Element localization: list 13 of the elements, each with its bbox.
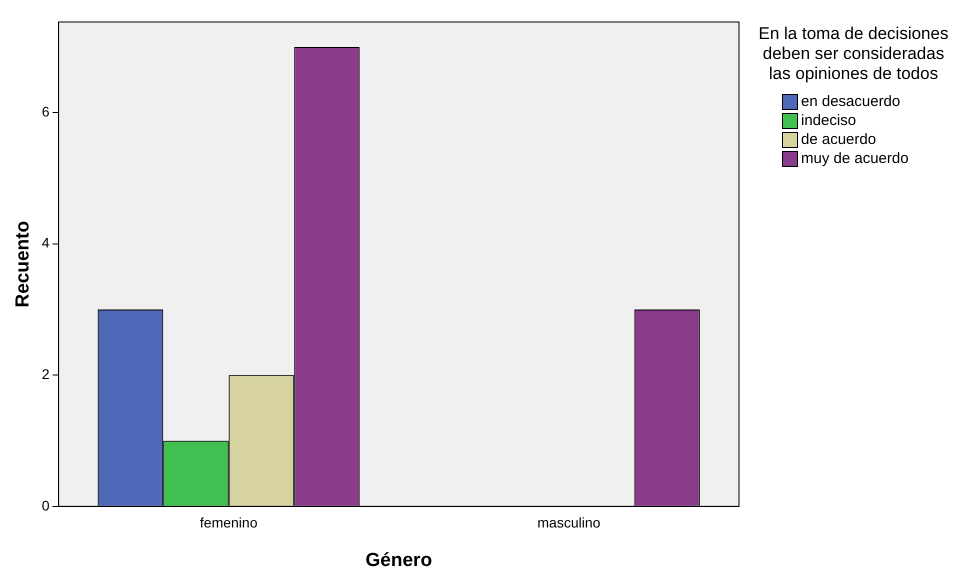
x-axis-title: Género xyxy=(366,550,432,571)
legend-label: muy de acuerdo xyxy=(801,149,909,168)
y-tick-label: 2 xyxy=(42,366,50,382)
x-tick-label: masculino xyxy=(537,514,601,531)
legend-label: de acuerdo xyxy=(801,130,876,149)
y-tick-label: 6 xyxy=(42,103,50,120)
y-axis-title: Recuento xyxy=(12,220,34,308)
y-tick-label: 0 xyxy=(42,497,50,514)
legend-title: En la toma de decisiones deben ser consideradas las opiniones de todos xyxy=(758,24,950,84)
legend-label: indeciso xyxy=(801,111,856,130)
legend-label: en desacuerdo xyxy=(801,92,900,111)
x-tick-label: femenino xyxy=(200,514,258,531)
y-tick-label: 4 xyxy=(42,234,50,251)
